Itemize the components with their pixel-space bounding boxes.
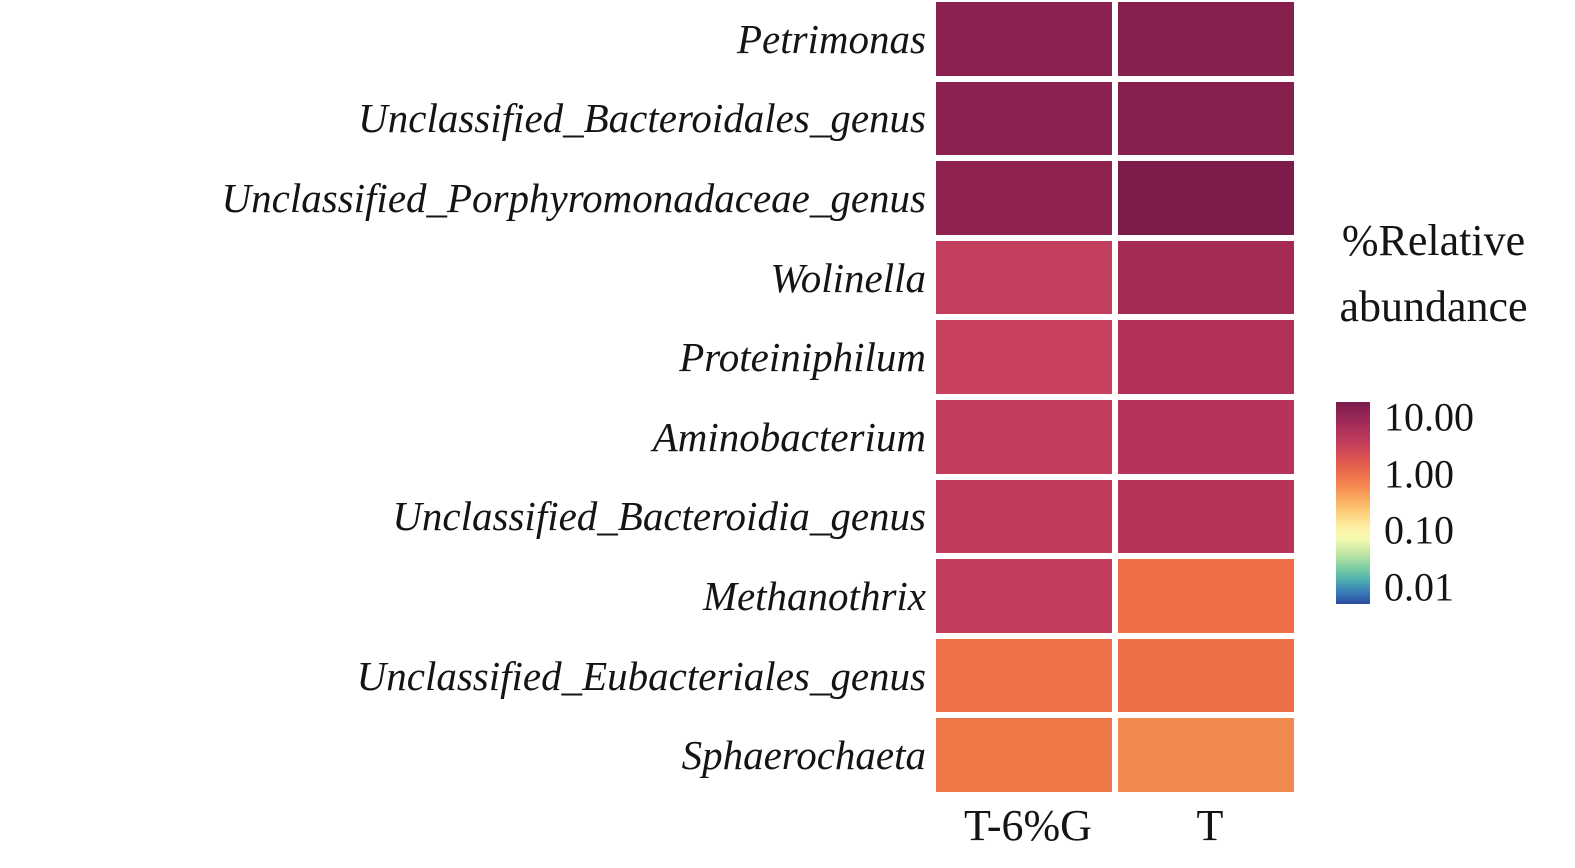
colorbar-wrap: 10.00 1.00 0.10 0.01 xyxy=(1336,395,1571,610)
heatmap-cell xyxy=(1118,2,1294,76)
heatmap-row: Unclassified_Bacteroidia_genus xyxy=(2,479,1294,554)
row-label-genus: Proteiniphilum xyxy=(679,334,926,381)
heatmap-cell xyxy=(936,240,1112,315)
legend-title-line2: abundance xyxy=(1339,282,1528,331)
row-label-genus: Methanothrix xyxy=(702,572,926,619)
heatmap-row: Sphaerochaeta xyxy=(2,718,1294,792)
heatmap-row: Petrimonas xyxy=(2,2,1294,76)
heatmap-cell xyxy=(1118,320,1294,394)
row-label-genus: Aminobacterium xyxy=(652,413,926,460)
heatmap-grid: Petrimonas Unclassified_Bacteroidales_gen… xyxy=(2,2,1294,792)
heatmap-cell xyxy=(1118,161,1294,235)
colorbar-tick: 10.00 xyxy=(1384,394,1474,440)
heatmap-cell xyxy=(936,161,1112,235)
colorbar-tick: 0.01 xyxy=(1384,564,1454,610)
heatmap-cell xyxy=(936,399,1112,474)
heatmap-cell xyxy=(1118,240,1294,315)
legend-title: %Relative abundance xyxy=(1296,208,1571,340)
heatmap-row: Unclassified_Eubacteriales_genus xyxy=(2,638,1294,713)
row-label-genus: Unclassified_Eubacteriales_genus xyxy=(356,652,926,699)
heatmap-row: Unclassified_Bacteroidales_genus xyxy=(2,81,1294,156)
heatmap-cell xyxy=(1118,479,1294,554)
heatmap-row: Aminobacterium xyxy=(2,399,1294,474)
row-label-genus: Sphaerochaeta xyxy=(681,732,926,779)
column-axis-labels: T-6%G T xyxy=(940,800,1298,851)
column-label: T xyxy=(1196,801,1224,850)
row-label-genus: Petrimonas xyxy=(736,15,926,62)
heatmap-cell xyxy=(936,718,1112,792)
heatmap-row: Methanothrix xyxy=(2,559,1294,633)
colorbar-gradient xyxy=(1336,402,1370,604)
heatmap-cell xyxy=(936,2,1112,76)
column-label: T-6%G xyxy=(964,801,1092,850)
colorbar-legend: %Relative abundance 10.00 1.00 0.10 0.01 xyxy=(1296,208,1571,610)
heatmap-cell xyxy=(936,559,1112,633)
heatmap-cell xyxy=(936,479,1112,554)
heatmap-cell xyxy=(936,638,1112,713)
heatmap-cell xyxy=(1118,81,1294,156)
heatmap-row: Wolinella xyxy=(2,240,1294,315)
row-label-genus: Unclassified_Bacteroidia_genus xyxy=(392,493,926,540)
row-label-genus: Unclassified_Bacteroidales_genus xyxy=(358,95,926,142)
colorbar-tick-labels: 10.00 1.00 0.10 0.01 xyxy=(1384,395,1524,610)
heatmap-row: Unclassified_Porphyromonadaceae_genus xyxy=(2,161,1294,235)
heatmap-cell xyxy=(936,320,1112,394)
heatmap-cell xyxy=(1118,559,1294,633)
row-label-genus: Unclassified_Porphyromonadaceae_genus xyxy=(221,174,926,221)
heatmap-cell xyxy=(1118,399,1294,474)
row-label-genus: Wolinella xyxy=(770,254,926,301)
heatmap-cell xyxy=(1118,718,1294,792)
heatmap-cell xyxy=(936,81,1112,156)
heatmap-row: Proteiniphilum xyxy=(2,320,1294,394)
heatmap-cell xyxy=(1118,638,1294,713)
legend-title-line1: %Relative xyxy=(1341,216,1526,265)
colorbar-tick: 0.10 xyxy=(1384,507,1454,553)
colorbar-tick: 1.00 xyxy=(1384,451,1454,497)
